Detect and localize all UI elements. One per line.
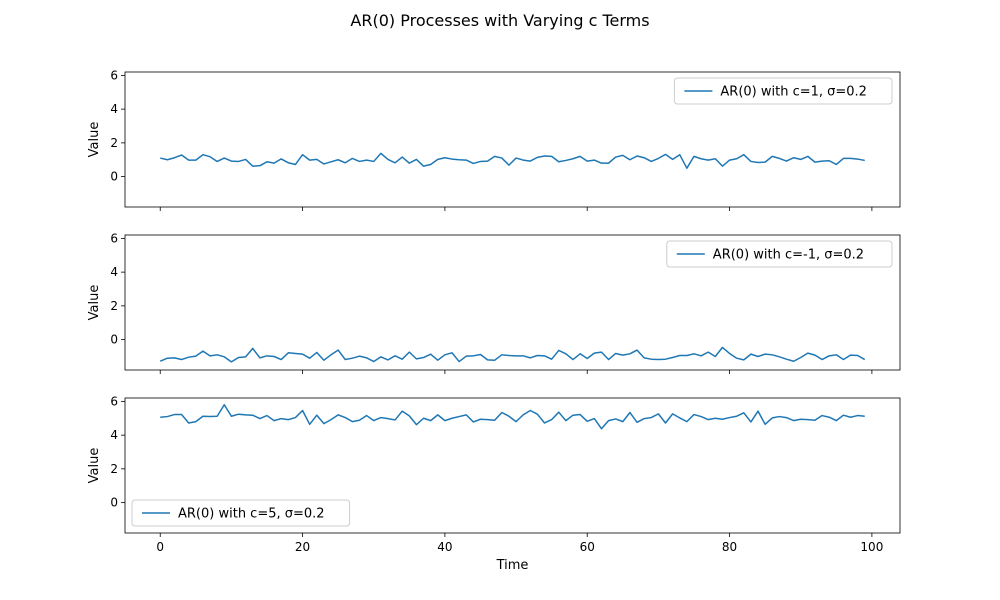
y-tick-label: 6	[110, 231, 118, 245]
y-tick-label: 0	[110, 496, 118, 510]
legend-box	[666, 240, 893, 268]
x-tick-label: 0	[156, 540, 164, 554]
y-axis-label: Value	[87, 285, 102, 321]
y-tick-label: 2	[110, 136, 118, 150]
legend: AR(0) with c=5, σ=0.2	[131, 499, 351, 527]
x-tick-label: 80	[722, 540, 737, 554]
legend-box	[131, 499, 351, 527]
y-axis-label: Value	[87, 448, 102, 484]
subplot-1: 0 2 4 6 Value AR(0) with c=1, σ=0.2	[87, 68, 901, 211]
figure-title: AR(0) Processes with Varying c Terms	[350, 11, 649, 30]
legend-label: AR(0) with c=-1, σ=0.2	[713, 248, 864, 263]
x-tick-label: 20	[295, 540, 310, 554]
x-tick-label: 40	[437, 540, 452, 554]
subplot-3: 0 20 40 60 80 100 0 2 4 6 Value Time AR(0) with c=5,…	[87, 394, 901, 573]
subplots: 0 2 4 6 Value AR(0) with c=1, σ=0.2 0 2 4 6 Value A…	[87, 68, 901, 573]
y-tick-label: 2	[110, 462, 118, 476]
legend-label: AR(0) with c=1, σ=0.2	[720, 85, 867, 100]
x-tick-label: 100	[860, 540, 883, 554]
y-tick-label: 4	[110, 102, 118, 116]
y-tick-label: 0	[110, 333, 118, 347]
subplot-2: 0 2 4 6 Value AR(0) with c=-1, σ=0.2	[87, 231, 901, 374]
legend-box	[673, 77, 893, 105]
legend: AR(0) with c=1, σ=0.2	[673, 77, 893, 105]
series-line-1	[160, 404, 865, 430]
y-tick-label: 6	[110, 68, 118, 82]
x-tick-label: 60	[580, 540, 595, 554]
y-tick-label: 0	[110, 170, 118, 184]
axes-frame	[124, 234, 901, 371]
axes-frame	[124, 71, 901, 208]
y-tick-label: 4	[110, 265, 118, 279]
y-tick-label: 2	[110, 299, 118, 313]
y-axis-label: Value	[87, 122, 102, 158]
legend: AR(0) with c=-1, σ=0.2	[666, 240, 893, 268]
y-tick-label: 6	[110, 394, 118, 408]
series-line-1	[160, 152, 865, 169]
axes-frame	[124, 397, 901, 534]
series-line-1	[159, 346, 866, 363]
y-tick-label: 4	[110, 428, 118, 442]
legend-label: AR(0) with c=5, σ=0.2	[178, 507, 325, 522]
x-axis-label: Time	[496, 558, 529, 573]
